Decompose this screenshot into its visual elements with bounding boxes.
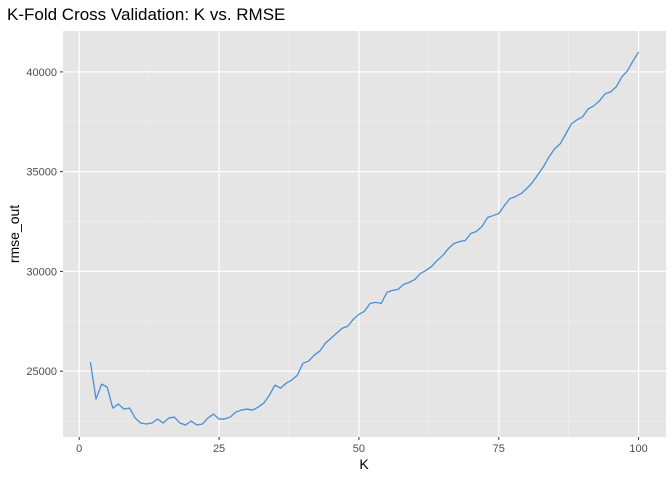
y-axis-title: rmse_out — [6, 205, 22, 263]
series-line — [89, 51, 640, 426]
series-layer — [89, 51, 640, 426]
x-tick-label: 75 — [493, 443, 505, 455]
y-tick-label: 40000 — [26, 67, 57, 79]
major-gridlines — [63, 31, 666, 437]
x-tick-label: 100 — [629, 443, 647, 455]
y-tick-label: 25000 — [26, 366, 57, 378]
axis-ticks — [60, 71, 640, 440]
minor-gridlines — [63, 31, 666, 437]
y-tick-label: 30000 — [26, 266, 57, 278]
x-tick-label: 25 — [213, 443, 225, 455]
x-axis-title: K — [359, 456, 369, 472]
chart-title: K-Fold Cross Validation: K vs. RMSE — [7, 5, 285, 24]
plot-panel — [63, 31, 666, 437]
x-tick-label: 0 — [76, 443, 82, 455]
y-tick-label: 35000 — [26, 167, 57, 179]
x-tick-label: 50 — [353, 443, 365, 455]
axis-tick-labels: 0 25 50 75 100 25000 30000 35000 40000 — [26, 67, 647, 455]
